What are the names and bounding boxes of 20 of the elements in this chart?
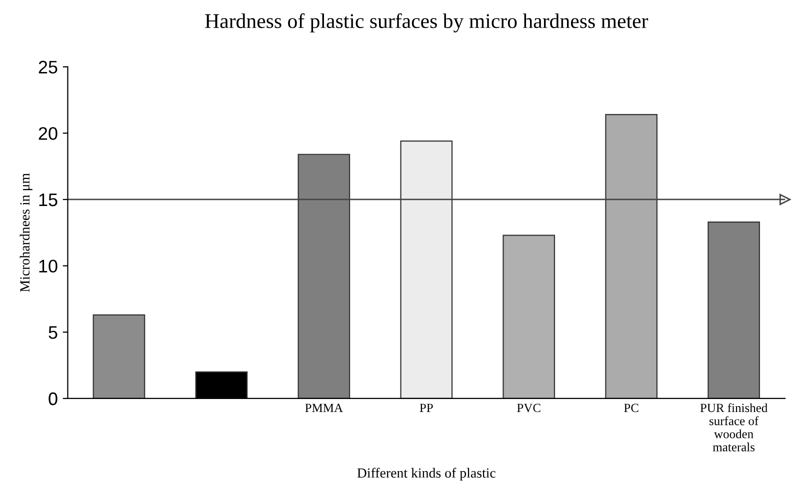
y-tick-label: 20 <box>38 127 58 140</box>
y-tick-label: 25 <box>38 60 58 74</box>
bar <box>502 234 556 398</box>
bar <box>92 314 146 398</box>
x-tick-label: PUR finished surface of wooden materals <box>700 403 768 452</box>
bar <box>708 221 760 398</box>
y-axis-title: Microhardnees in μm <box>20 173 32 292</box>
x-tick-label: PC <box>624 404 638 412</box>
chart-title: Hardness of plastic surfaces by micro hardness meter <box>205 13 648 32</box>
bar <box>605 114 658 398</box>
x-tick-label: PP <box>420 404 433 412</box>
bar <box>298 154 350 398</box>
y-tick-label: 0 <box>48 392 58 406</box>
y-tick-label: 10 <box>39 260 58 273</box>
bar <box>400 140 453 398</box>
x-tick-label: PVC <box>517 404 540 412</box>
y-tick-label: 5 <box>48 326 58 339</box>
y-tick-label: 15 <box>39 194 58 206</box>
x-axis-title: Different kinds of plastic <box>357 468 496 481</box>
x-tick-label: PMMA <box>305 404 343 412</box>
